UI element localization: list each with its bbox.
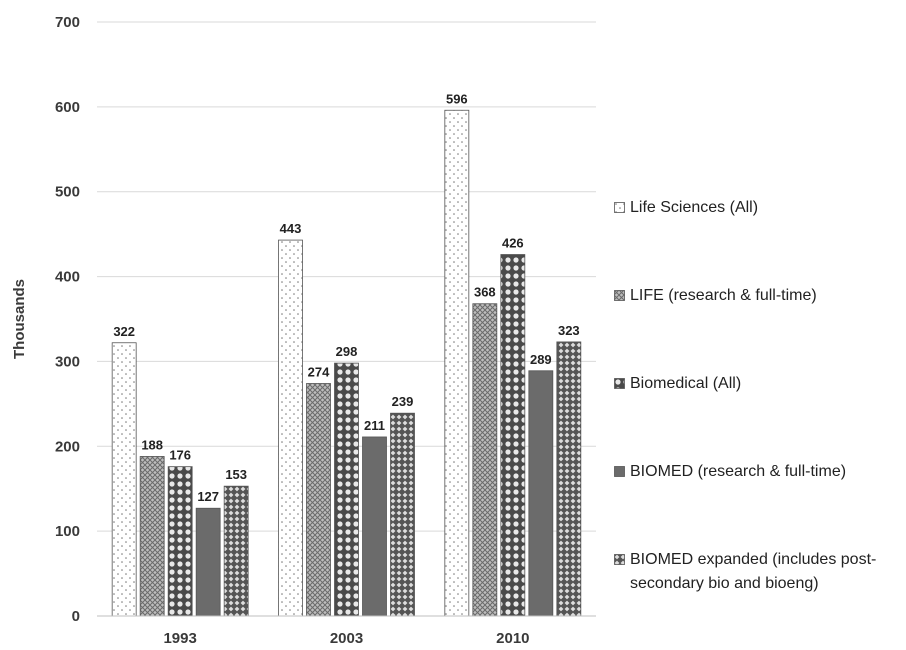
data-label: 211 (364, 418, 385, 433)
data-label: 188 (141, 437, 163, 452)
y-tick-label: 400 (55, 269, 80, 286)
bar (111, 342, 137, 617)
legend-label: Life Sciences (All) (630, 199, 759, 216)
bar (472, 303, 498, 617)
x-tick-label: 2010 (496, 630, 529, 647)
data-label: 596 (446, 91, 468, 106)
data-label: 239 (392, 394, 414, 409)
legend-label: BIOMED expanded (includes post-secondary… (630, 551, 877, 592)
x-axis: 1993 2003 2010 (97, 615, 596, 647)
y-axis-label: Thousands (11, 279, 28, 359)
bar (528, 370, 554, 617)
y-axis-ticks: 0 100 200 300 400 500 600 700 (55, 14, 80, 625)
bar (444, 109, 470, 617)
bar (278, 239, 303, 617)
x-tick-label: 1993 (163, 630, 196, 647)
bar (223, 485, 249, 617)
legend-swatch (614, 378, 625, 389)
data-label: 443 (280, 221, 302, 236)
legend-item: Life Sciences (All) (614, 196, 758, 220)
legend-label: Biomedical (All) (630, 375, 742, 392)
y-tick-label: 200 (55, 438, 80, 455)
legend-swatch (614, 554, 625, 565)
data-label: 368 (474, 285, 496, 300)
y-tick-label: 700 (55, 14, 80, 31)
bar (167, 466, 193, 617)
bar (500, 254, 526, 617)
x-tick-label: 2003 (330, 630, 363, 647)
bar (362, 436, 387, 617)
legend-item: Biomedical (All) (614, 372, 741, 396)
data-label: 323 (558, 323, 580, 338)
y-tick-label: 300 (55, 353, 80, 370)
legend-swatch (614, 466, 625, 477)
y-tick-label: 100 (55, 523, 80, 540)
data-label: 298 (336, 344, 358, 359)
legend-item: BIOMED expanded (includes post-secondary… (614, 548, 902, 596)
y-tick-label: 0 (72, 608, 80, 625)
data-label: 153 (225, 467, 247, 482)
legend-item: LIFE (research & full-time) (614, 284, 817, 308)
data-label: 289 (530, 352, 552, 367)
bar (556, 341, 582, 617)
legend-label: BIOMED (research & full-time) (630, 463, 847, 480)
y-tick-label: 600 (55, 99, 80, 116)
legend-label: LIFE (research & full-time) (630, 287, 817, 304)
legend-swatch (614, 290, 625, 301)
legend-item: BIOMED (research & full-time) (614, 460, 846, 484)
data-label: 127 (197, 489, 219, 504)
data-label: 426 (502, 236, 524, 251)
data-label: 176 (169, 448, 191, 463)
bars: 322 188 176 127 153 443 274 298 211 239 596 368 426 2… (111, 91, 582, 617)
bar (306, 383, 331, 617)
y-tick-label: 500 (55, 184, 80, 201)
bar (139, 456, 165, 617)
bar (390, 412, 415, 617)
data-label: 322 (113, 324, 135, 339)
bar (334, 362, 359, 617)
data-label: 274 (308, 364, 330, 379)
bar (195, 507, 221, 617)
legend-swatch (614, 202, 625, 213)
